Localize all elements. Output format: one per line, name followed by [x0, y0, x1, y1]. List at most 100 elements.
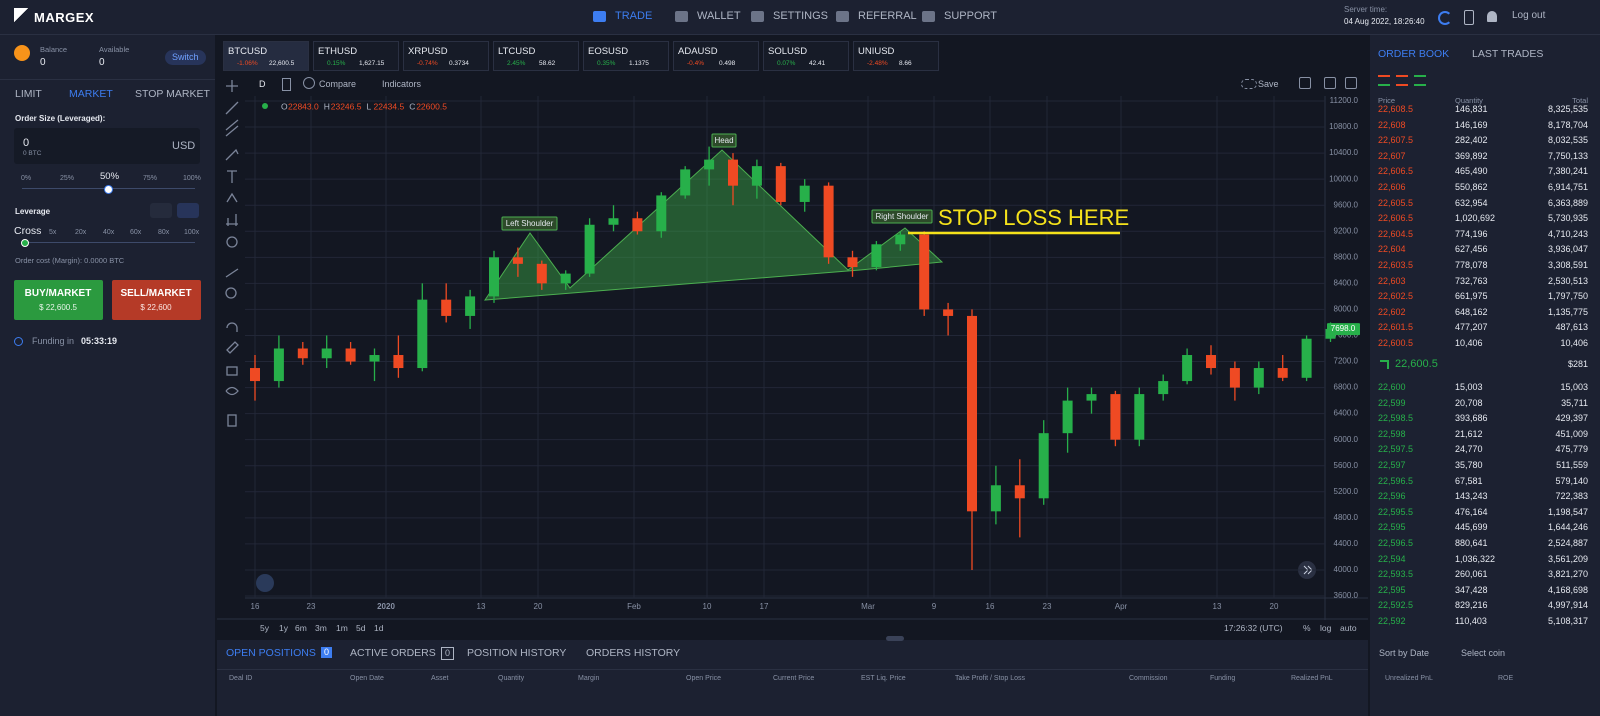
switch-button[interactable]: Switch	[165, 50, 206, 65]
book-view-both[interactable]	[1378, 75, 1390, 86]
compare-button[interactable]: Compare	[319, 79, 357, 89]
last-trades-tab[interactable]: LAST TRADES	[1472, 48, 1544, 60]
positions-tab[interactable]: OPEN POSITIONS	[226, 647, 316, 659]
ticker-card[interactable]	[313, 41, 399, 71]
toolbar-icon[interactable]	[1299, 77, 1311, 89]
candle-body	[1086, 394, 1097, 401]
scale-mode-button[interactable]: %	[1303, 623, 1311, 633]
candle-body	[632, 218, 643, 232]
range-button[interactable]: 1m	[336, 623, 348, 633]
range-button[interactable]: 5y	[260, 623, 269, 633]
order-type-tab[interactable]: LIMIT	[15, 88, 42, 100]
nav-item[interactable]: TRADE	[615, 10, 653, 22]
ask-price: 22,600.5	[1378, 338, 1414, 348]
order-size-input[interactable]	[14, 128, 200, 164]
indicators-button[interactable]: Indicators	[382, 79, 422, 89]
mobile-icon[interactable]	[1464, 10, 1474, 25]
range-button[interactable]: 3m	[315, 623, 327, 633]
toolbar-icon[interactable]	[1345, 77, 1357, 89]
theme-icon[interactable]	[1438, 11, 1452, 25]
ticker-card[interactable]	[403, 41, 489, 71]
interval-button[interactable]: D	[259, 79, 266, 89]
bid-price: 22,592	[1378, 616, 1406, 626]
buy-price[interactable]: $ 22,600.5	[39, 303, 77, 312]
y-tick-label: 8000.0	[1334, 305, 1359, 314]
panel-resize-handle[interactable]	[886, 636, 904, 641]
candle-body	[417, 299, 428, 369]
ticker-symbol[interactable]: ADAUSD	[678, 46, 718, 57]
book-quantity: 829,216	[1455, 600, 1488, 611]
ticker-symbol[interactable]: SOLUSD	[768, 46, 808, 57]
ticker-symbol[interactable]: LTCUSD	[498, 46, 536, 57]
top-bar	[0, 0, 1600, 35]
positions-tab[interactable]: ORDERS HISTORY	[586, 647, 681, 659]
leverage-slider[interactable]	[22, 242, 195, 243]
book-view-bids[interactable]	[1414, 75, 1426, 86]
sell-price[interactable]: $ 22,600	[140, 303, 172, 312]
leverage-edit[interactable]	[150, 203, 172, 218]
y-tick-label: 10000.0	[1329, 174, 1358, 183]
order-type-tab[interactable]: STOP MARKET	[135, 88, 210, 100]
candle-body	[321, 348, 332, 359]
range-button[interactable]: 5d	[356, 623, 366, 633]
buy-label[interactable]: BUY/MARKET	[24, 288, 92, 299]
sell-button[interactable]	[112, 280, 201, 320]
scale-mode-button[interactable]: auto	[1340, 623, 1357, 633]
funding-time: 05:33:19	[81, 336, 118, 346]
ticker-symbol[interactable]: UNIUSD	[858, 46, 895, 57]
range-button[interactable]: 1d	[374, 623, 384, 633]
ticker-symbol[interactable]: XRPUSD	[408, 46, 448, 57]
book-quantity: 393,686	[1455, 413, 1488, 424]
nav-item[interactable]: WALLET	[697, 10, 741, 22]
scale-mode-button[interactable]: log	[1320, 623, 1332, 633]
coin-dropdown[interactable]: Select coin	[1461, 648, 1506, 658]
legend-key: L	[366, 101, 371, 111]
positions-tab[interactable]: ACTIVE ORDERS	[350, 647, 436, 659]
save-button[interactable]: Save	[1258, 79, 1279, 89]
ticker-symbol[interactable]: BTCUSD	[228, 46, 268, 57]
positions-tab[interactable]: POSITION HISTORY	[467, 647, 567, 659]
positions-column: EST Liq. Price	[861, 675, 906, 682]
ticker-symbol[interactable]: ETHUSD	[318, 46, 358, 57]
toolbar-icon[interactable]	[1324, 77, 1336, 89]
nav-item[interactable]: SETTINGS	[773, 10, 829, 22]
book-total: 8,178,704	[1547, 119, 1588, 130]
nav-item[interactable]: SUPPORT	[944, 10, 997, 22]
y-tick-label: 3600.0	[1334, 591, 1359, 600]
book-total: 8,032,535	[1547, 135, 1588, 146]
candle-body	[1229, 368, 1240, 388]
buy-button[interactable]	[14, 280, 103, 320]
notification-icon[interactable]	[1487, 11, 1497, 22]
range-button[interactable]: 6m	[295, 623, 307, 633]
order-type-tab[interactable]: MARKET	[69, 88, 113, 100]
brand[interactable]: MARGEX	[34, 10, 95, 25]
size-slider-thumb[interactable]	[104, 185, 113, 194]
nav-item[interactable]: REFERRAL	[858, 10, 917, 22]
book-quantity: 550,862	[1455, 182, 1488, 192]
book-view-asks[interactable]	[1396, 75, 1408, 86]
order-size-btc: 0 BTC	[23, 150, 42, 157]
candle-body	[680, 169, 691, 196]
divider	[0, 79, 215, 80]
ticker-card[interactable]	[763, 41, 849, 71]
ticker-card[interactable]	[583, 41, 669, 71]
leverage-slider-toggle[interactable]	[177, 203, 199, 218]
logout[interactable]: Log out	[1512, 10, 1546, 21]
ticker-card[interactable]	[223, 41, 309, 71]
leverage-step: 40x	[103, 229, 115, 236]
leverage-step: 60x	[130, 229, 142, 236]
sell-label[interactable]: SELL/MARKET	[120, 288, 192, 299]
sort-dropdown[interactable]: Sort by Date	[1379, 648, 1430, 658]
x-tick-label: 23	[307, 602, 316, 611]
leverage-slider-thumb[interactable]	[21, 239, 29, 247]
ticker-symbol[interactable]: EOSUSD	[588, 46, 629, 57]
ticker-card[interactable]	[673, 41, 759, 71]
mid-price: 22,600.5	[1395, 358, 1438, 370]
order-book-tab[interactable]: ORDER BOOK	[1378, 48, 1450, 60]
y-tick-label: 6000.0	[1334, 435, 1359, 444]
chart-style-button[interactable]	[282, 78, 291, 91]
ticker-card[interactable]	[853, 41, 939, 71]
range-button[interactable]: 1y	[279, 623, 288, 633]
ticker-card[interactable]	[493, 41, 579, 71]
